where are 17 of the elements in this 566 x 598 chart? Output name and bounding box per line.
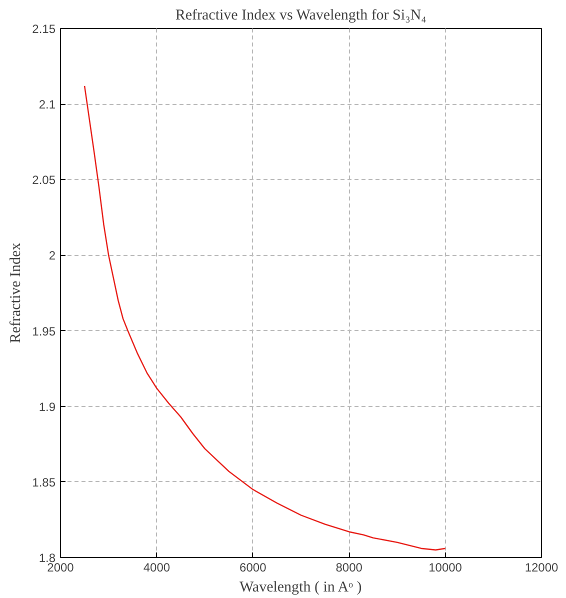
y-tick-label: 2.05 (32, 173, 56, 188)
line-series (84, 85, 446, 551)
y-tick-label: 1.95 (32, 324, 56, 338)
x-tick-label: 12000 (524, 560, 559, 574)
y-tick-label: 2 (48, 248, 56, 263)
y-axis-title: Refractive Index (8, 242, 24, 344)
y-tick-label: 2.1 (38, 98, 56, 112)
x-tick-label: 2000 (47, 560, 74, 574)
y-tick-label: 2.15 (32, 22, 56, 36)
x-tick-label: 4000 (143, 560, 170, 574)
y-tick-label: 1.9 (38, 400, 56, 414)
chart-title: Refractive Index vs Wavelength for Si₃N₄ (175, 8, 426, 24)
x-tick-label: 8000 (336, 560, 363, 574)
x-axis-title: Wavelength ( in Aᵒ ) (239, 580, 362, 596)
x-tick-label: 6000 (240, 560, 267, 574)
y-tick-label: 1.85 (32, 475, 56, 490)
x-tick-label: 10000 (428, 560, 462, 574)
